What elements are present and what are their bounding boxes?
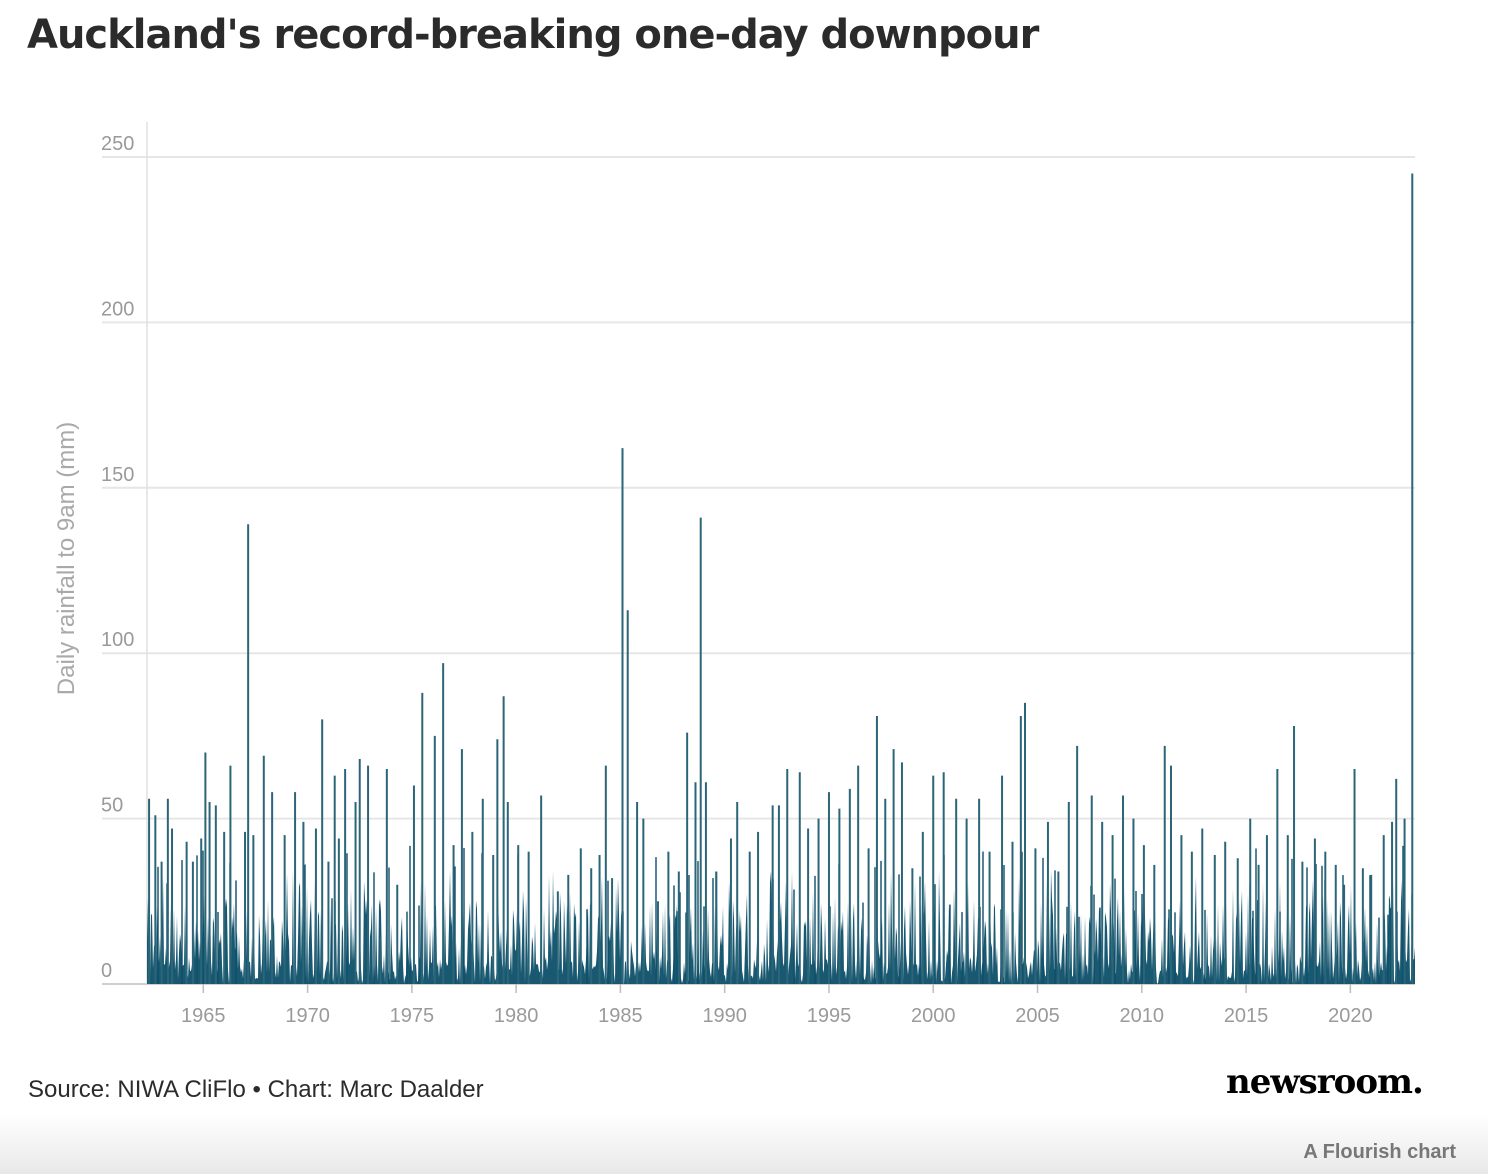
x-tick-label: 2000: [911, 1005, 956, 1027]
source-credit: Source: NIWA CliFlo • Chart: Marc Daalde…: [28, 1076, 484, 1103]
x-tick-label: 1980: [494, 1005, 539, 1027]
y-tick-label: 150: [101, 464, 134, 486]
x-tick-label: 2020: [1328, 1005, 1373, 1027]
x-axis-ticks: 1965 1970 1975 1980 1985 1990 1995 2000 2005 2010…: [181, 984, 1373, 1027]
newsroom-logo[interactable]: newsroom.: [1226, 1062, 1424, 1102]
rainfall-chart: 0 50 100 150 200 250 1965 1970 1975 1980 1985 1990…: [53, 122, 1415, 1027]
flourish-credit-link[interactable]: A Flourish chart: [1303, 1141, 1456, 1163]
footer-bar: [0, 1114, 1488, 1174]
y-tick-label: 250: [101, 133, 134, 155]
y-axis-title: Daily rainfall to 9am (mm): [53, 422, 80, 695]
y-tick-label: 100: [101, 629, 134, 651]
x-tick-label: 2010: [1120, 1005, 1165, 1027]
x-tick-label: 2015: [1224, 1005, 1269, 1027]
y-tick-label: 50: [101, 795, 123, 817]
x-tick-label: 1965: [181, 1005, 226, 1027]
rainfall-area-path: [147, 869, 1415, 984]
y-axis-ticks: 0 50 100 150 200 250: [101, 133, 134, 982]
rainfall-spikes: [148, 173, 1414, 984]
y-tick-label: 200: [101, 298, 134, 320]
y-tick-label: 0: [101, 960, 112, 982]
x-tick-label: 1975: [390, 1005, 435, 1027]
x-tick-label: 1970: [285, 1005, 330, 1027]
x-tick-label: 1995: [807, 1005, 852, 1027]
chart-title: Auckland's record-breaking one-day downp…: [27, 12, 1039, 58]
x-tick-label: 1990: [702, 1005, 747, 1027]
x-tick-label: 1985: [598, 1005, 643, 1027]
x-tick-label: 2005: [1015, 1005, 1060, 1027]
